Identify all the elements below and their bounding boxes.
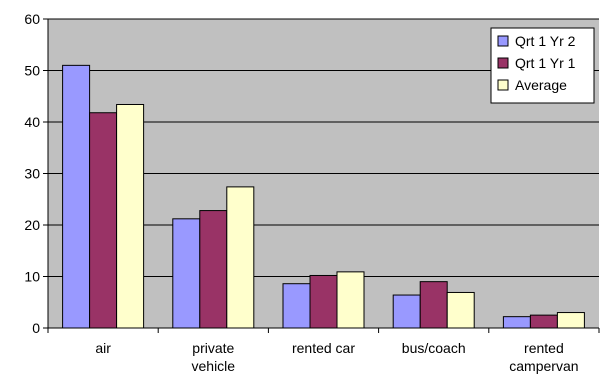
x-tick-label: rented — [524, 340, 564, 356]
x-tick-label: bus/coach — [402, 340, 466, 356]
bar — [309, 274, 338, 329]
legend-swatch — [497, 57, 509, 69]
bar — [89, 112, 118, 329]
legend-swatch — [497, 35, 509, 47]
y-tick-label: 50 — [24, 63, 40, 79]
bar — [502, 316, 531, 329]
y-tick-label: 0 — [32, 320, 40, 336]
bar — [282, 283, 311, 329]
y-tick-label: 10 — [24, 269, 40, 285]
bar — [116, 103, 145, 329]
y-tick-label: 40 — [24, 114, 40, 130]
bar — [226, 186, 255, 329]
y-tick-label: 60 — [24, 11, 40, 27]
y-tick-label: 20 — [24, 217, 40, 233]
bar — [529, 314, 558, 329]
x-tick-label: campervan — [509, 358, 578, 374]
y-tick-label: 30 — [24, 166, 40, 182]
bar — [172, 218, 201, 329]
legend-label: Qrt 1 Yr 1 — [515, 55, 576, 71]
x-tick-label: rented car — [292, 340, 355, 356]
bar — [199, 210, 228, 329]
bar — [336, 271, 365, 329]
legend-swatch — [497, 79, 509, 91]
bar — [556, 312, 585, 329]
x-tick-label: private — [192, 340, 234, 356]
bar — [392, 294, 421, 329]
bar — [446, 291, 475, 329]
legend-label: Qrt 1 Yr 2 — [515, 33, 576, 49]
bar — [62, 64, 91, 329]
x-tick-label: air — [95, 340, 111, 356]
x-tick-label: vehicle — [192, 358, 236, 374]
bar — [419, 281, 448, 329]
legend-label: Average — [515, 77, 567, 93]
